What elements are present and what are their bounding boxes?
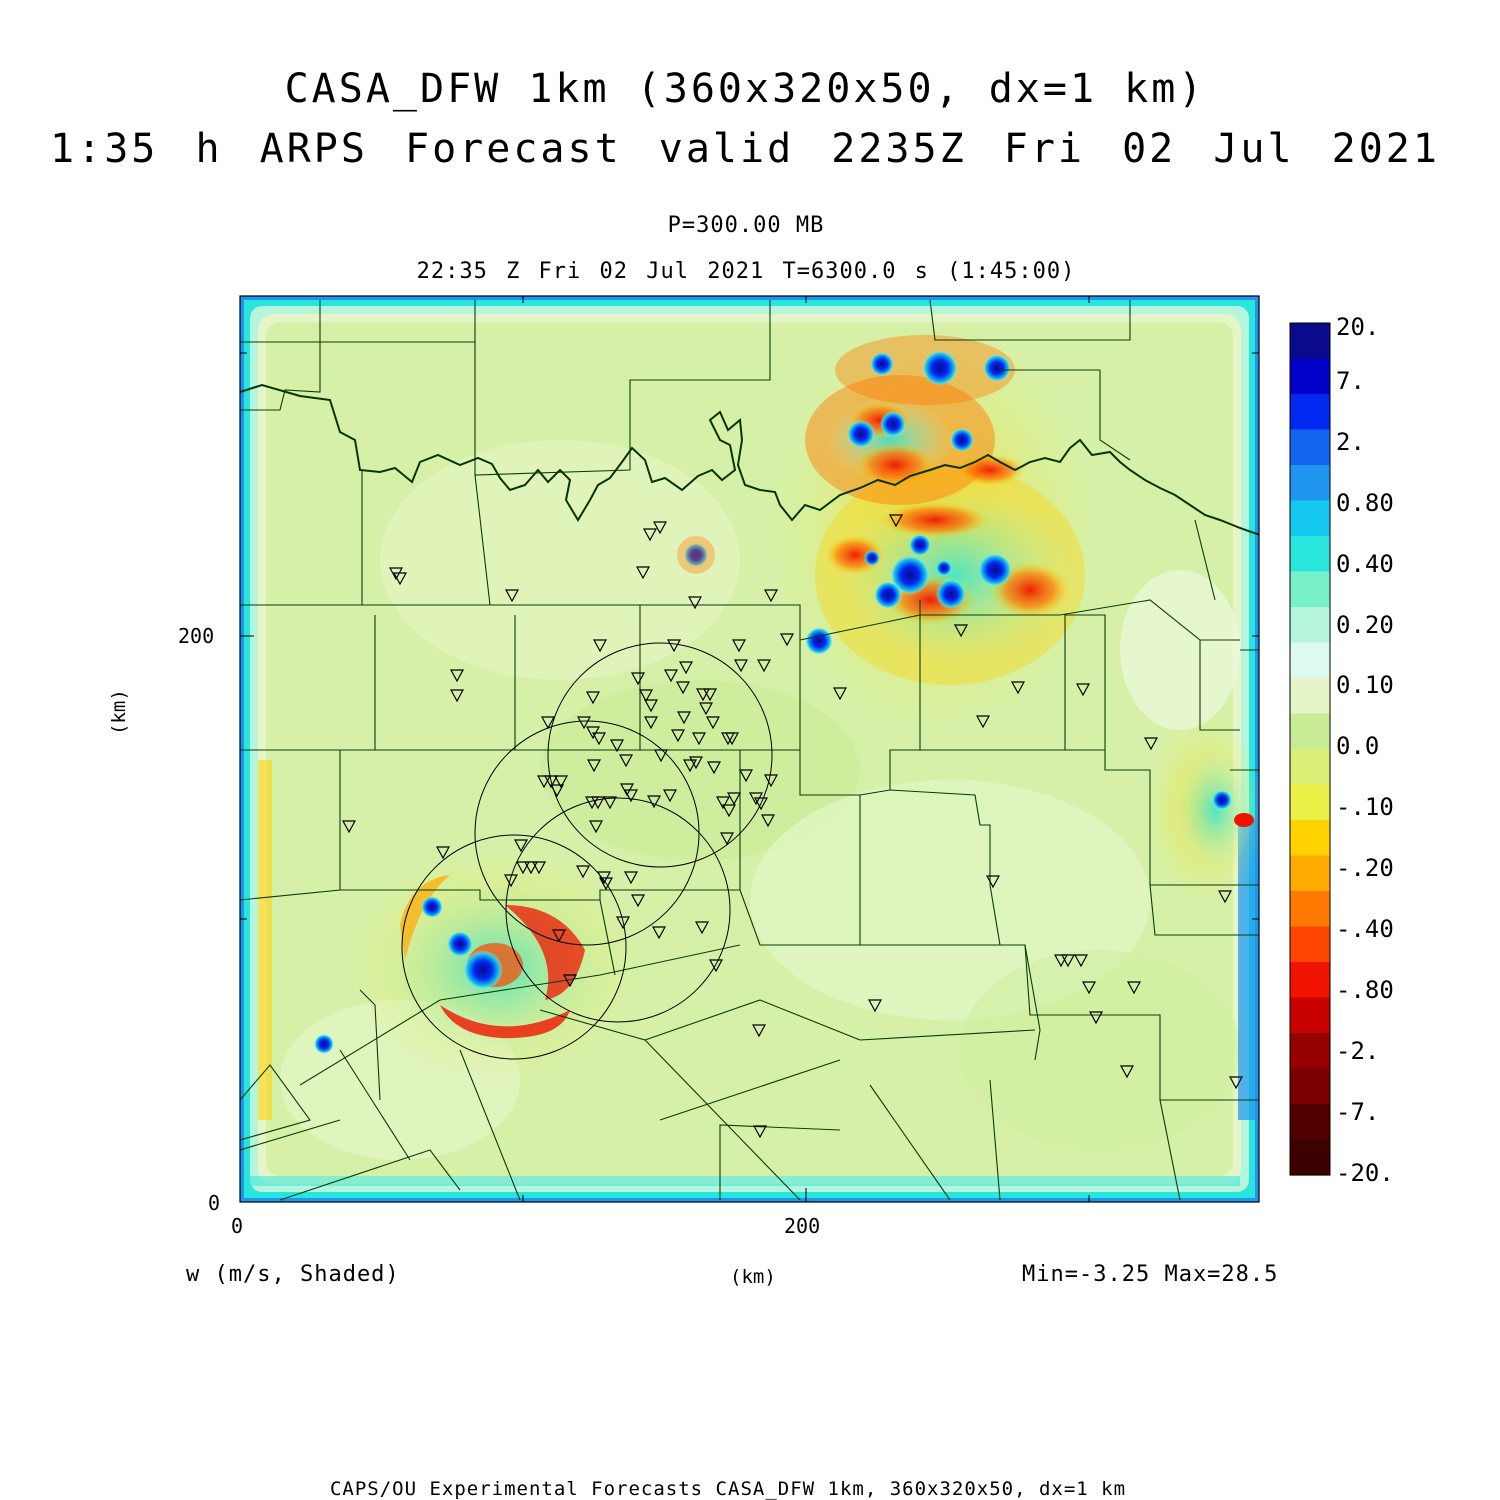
colorbar-label: -.40 — [1336, 915, 1394, 943]
w-field — [240, 296, 1259, 1202]
colorbar-swatch — [1290, 394, 1330, 431]
x-tick-200: 200 — [784, 1214, 821, 1238]
colorbar-swatch — [1290, 891, 1330, 928]
colorbar-label: 20. — [1336, 313, 1380, 341]
colorbar-label: -.80 — [1336, 976, 1394, 1004]
colorbar-swatch — [1290, 500, 1330, 537]
colorbar-frame — [1289, 322, 1331, 1176]
colorbar-swatch — [1290, 749, 1330, 786]
colorbar-swatch — [1290, 1104, 1330, 1141]
colorbar-swatch — [1290, 1139, 1330, 1176]
y-tick-0: 0 — [208, 1191, 221, 1215]
footer-credit: CAPS/OU Experimental Forecasts CASA_DFW … — [329, 1478, 1127, 1500]
colorbar-label: 0.40 — [1336, 550, 1394, 578]
plot-frame — [239, 295, 1260, 1203]
colorbar-swatch — [1290, 855, 1330, 892]
colorbar-swatch — [1290, 607, 1330, 644]
colorbar-swatch — [1290, 465, 1330, 502]
title-line-2: 1:35 h ARPS Forecast valid 2235Z Fri 02 … — [50, 126, 1440, 172]
colorbar-swatch — [1290, 571, 1330, 608]
colorbar-swatch — [1290, 926, 1330, 963]
colorbar-swatch — [1290, 323, 1330, 360]
county-boundaries — [240, 299, 1259, 1201]
title-line-1: CASA_DFW 1km (360x320x50, dx=1 km) — [284, 66, 1206, 112]
colorbar-swatch — [1290, 784, 1330, 821]
colorbar-label: -.20 — [1336, 854, 1394, 882]
axis-ticks — [239, 296, 1259, 1203]
y-tick-200: 200 — [178, 624, 215, 648]
colorbar-label: 0.10 — [1336, 671, 1394, 699]
colorbar-label: -7. — [1336, 1098, 1380, 1126]
colorbar-label: -20. — [1336, 1159, 1394, 1187]
colorbar-swatch — [1290, 536, 1330, 573]
colorbar-label: 7. — [1336, 367, 1365, 395]
colorbar-swatch — [1290, 1033, 1330, 1070]
state-boundary — [240, 383, 1259, 536]
colorbar-swatch — [1290, 429, 1330, 466]
y-axis-title: (km) — [108, 689, 130, 735]
colorbar-swatch — [1290, 962, 1330, 999]
colorbar-label: 0.20 — [1336, 611, 1394, 639]
colorbar-label: -2. — [1336, 1037, 1380, 1065]
radar-range-rings — [401, 642, 773, 1060]
pressure-level: P=300.00 MB — [667, 213, 825, 238]
min-max-label: Min=-3.25 Max=28.5 — [1022, 1262, 1279, 1287]
radar-ring-southwest — [401, 834, 627, 1060]
colorbar-label: 2. — [1336, 428, 1365, 456]
colorbar-label: 0.80 — [1336, 489, 1394, 517]
x-axis-title: (km) — [730, 1266, 776, 1288]
colorbar-swatch — [1290, 820, 1330, 857]
colorbar-swatch — [1290, 642, 1330, 679]
colorbar-label: -.10 — [1336, 793, 1394, 821]
colorbar-swatch — [1290, 678, 1330, 715]
colorbar — [1290, 323, 1330, 1176]
colorbar-swatch — [1290, 997, 1330, 1034]
field-label: w (m/s, Shaded) — [186, 1262, 400, 1287]
colorbar-label: 0.0 — [1336, 732, 1380, 760]
colorbar-swatch — [1290, 358, 1330, 395]
valid-time: 22:35 Z Fri 02 Jul 2021 T=6300.0 s (1:45… — [416, 259, 1076, 284]
colorbar-swatch — [1290, 1068, 1330, 1105]
x-tick-0: 0 — [231, 1214, 244, 1238]
radar-ring-north — [547, 642, 773, 868]
radar-ring-south — [505, 797, 731, 1023]
colorbar-swatch — [1290, 713, 1330, 750]
